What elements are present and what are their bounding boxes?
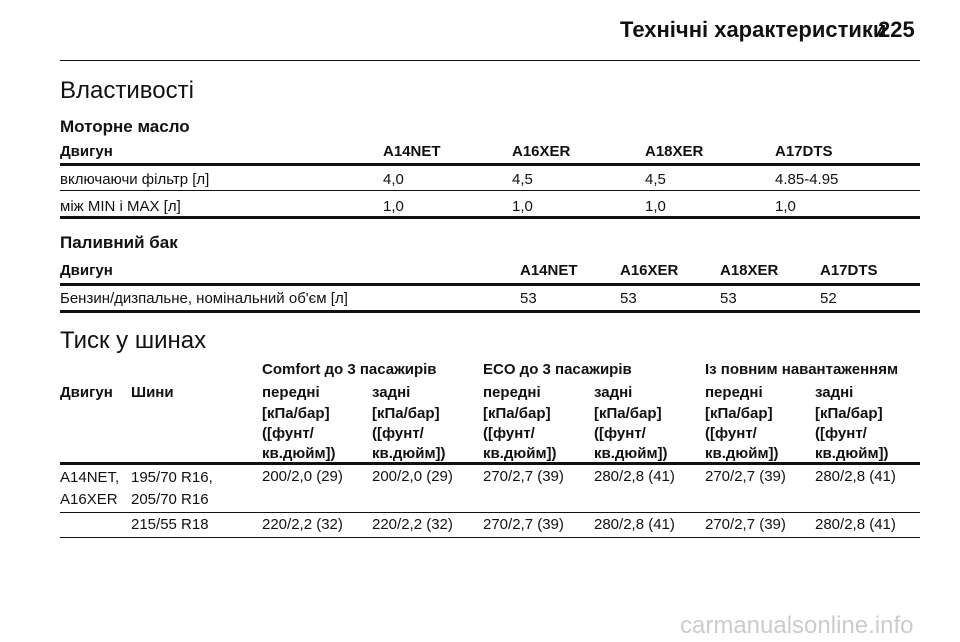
column-header: A18XER — [645, 143, 704, 160]
column-header: задні — [815, 384, 854, 401]
cell: 1,0 — [512, 198, 533, 215]
cell: 280/2,8 (41) — [815, 468, 896, 485]
cell: 4,5 — [645, 171, 666, 188]
column-header: Двигун — [60, 143, 113, 160]
rule — [60, 462, 920, 465]
group-header: Comfort до 3 пасажирів — [262, 361, 437, 378]
column-header: A17DTS — [820, 262, 878, 279]
rule — [60, 216, 920, 219]
column-header: задні — [372, 384, 411, 401]
column-header: передні — [483, 384, 541, 401]
unit-header: [кПа/бар] ([фунт/ кв.дюйм]) — [483, 405, 557, 462]
group-header: Із повним навантаженням — [705, 361, 899, 378]
group-header: ECO до 3 пасажирів — [483, 361, 632, 378]
cell: 1,0 — [383, 198, 404, 215]
cell: 280/2,8 (41) — [594, 468, 675, 485]
watermark: carmanualsonline.info — [680, 612, 914, 639]
column-header: передні — [705, 384, 763, 401]
cell: 220/2,2 (32) — [372, 516, 453, 533]
table-title: Моторне масло — [60, 117, 190, 136]
cell: 270/2,7 (39) — [705, 516, 786, 533]
unit-header: [кПа/бар] ([фунт/ кв.дюйм]) — [815, 405, 889, 462]
cell: 53 — [620, 290, 637, 307]
header-rule — [60, 60, 920, 61]
rule — [60, 190, 920, 191]
column-header: A14NET — [520, 262, 578, 279]
cell: 53 — [520, 290, 537, 307]
cell: 270/2,7 (39) — [705, 468, 786, 485]
cell: 200/2,0 (29) — [372, 468, 453, 485]
cell: 4,0 — [383, 171, 404, 188]
section-title: Властивості — [60, 77, 194, 104]
cell: 1,0 — [775, 198, 796, 215]
column-header: A14NET — [383, 143, 441, 160]
unit-header: [кПа/бар] ([фунт/ кв.дюйм]) — [594, 405, 668, 462]
cell: 53 — [720, 290, 737, 307]
page-number: 225 — [878, 17, 915, 42]
rule — [60, 512, 920, 513]
column-header: A16XER — [620, 262, 679, 279]
table-title: Паливний бак — [60, 233, 178, 252]
unit-header: [кПа/бар] ([фунт/ кв.дюйм]) — [262, 405, 336, 462]
unit-header: [кПа/бар] ([фунт/ кв.дюйм]) — [705, 405, 779, 462]
cell: 4,5 — [512, 171, 533, 188]
cell: A14NET, A16XER — [60, 469, 120, 508]
column-header: передні — [262, 384, 320, 401]
cell: 215/55 R18 — [131, 516, 209, 533]
cell: 1,0 — [645, 198, 666, 215]
rule — [60, 537, 920, 538]
cell: 52 — [820, 290, 837, 307]
column-header: A18XER — [720, 262, 779, 279]
cell: Бензин/дизпальне, номінальний об'єм [л] — [60, 290, 348, 307]
rule — [60, 163, 920, 166]
cell: 280/2,8 (41) — [594, 516, 675, 533]
cell: 270/2,7 (39) — [483, 516, 564, 533]
cell: 195/70 R16, 205/70 R16 — [131, 469, 213, 508]
rule — [60, 283, 920, 286]
unit-header: [кПа/бар] ([фунт/ кв.дюйм]) — [372, 405, 446, 462]
cell: 280/2,8 (41) — [815, 516, 896, 533]
cell: 4.85-4.95 — [775, 171, 839, 188]
rule — [60, 310, 920, 313]
column-header: Шини — [131, 384, 174, 401]
column-header: A16XER — [512, 143, 571, 160]
header-title: Технічні характеристики — [620, 17, 887, 42]
column-header: Двигун — [60, 262, 113, 279]
column-header: задні — [594, 384, 633, 401]
cell: 200/2,0 (29) — [262, 468, 343, 485]
cell: 270/2,7 (39) — [483, 468, 564, 485]
table-title: Тиск у шинах — [60, 327, 207, 354]
cell: між MIN і MAX [л] — [60, 198, 181, 215]
column-header: A17DTS — [775, 143, 833, 160]
cell: 220/2,2 (32) — [262, 516, 343, 533]
column-header: Двигун — [60, 384, 113, 401]
cell: включаючи фільтр [л] — [60, 171, 210, 188]
